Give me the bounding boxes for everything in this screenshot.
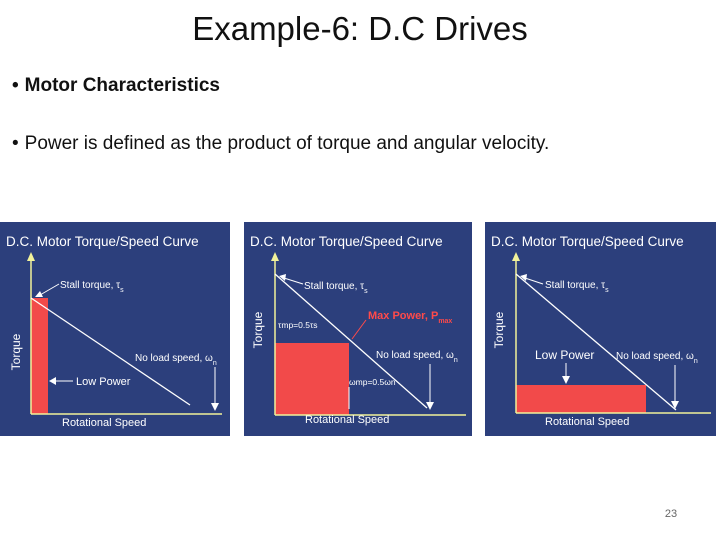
low-power-label: Low Power xyxy=(535,348,594,362)
panel-heading: D.C. Motor Torque/Speed Curve xyxy=(6,234,199,249)
noload-speed-label: No load speed, ωn xyxy=(616,351,698,365)
omega-mp-label: ωmp=0.5ωn xyxy=(349,377,396,387)
stall-arrowhead xyxy=(35,291,43,297)
y-axis-label: Torque xyxy=(9,333,23,370)
low-power-label: Low Power xyxy=(76,376,131,388)
stall-arrowhead xyxy=(279,274,286,281)
stall-torque-label: Stall torque, τs xyxy=(304,281,368,295)
x-axis-label: Rotational Speed xyxy=(305,414,389,426)
bullet-marker: • xyxy=(12,75,19,96)
stall-arrow-line xyxy=(524,277,544,285)
power-area xyxy=(516,385,646,413)
torque-speed-panel-low-speed: D.C. Motor Torque/Speed Curve Torque Rot… xyxy=(0,222,230,436)
panel-heading: D.C. Motor Torque/Speed Curve xyxy=(250,234,443,249)
torque-speed-line xyxy=(515,273,677,411)
max-power-label: Max Power, Pmax xyxy=(368,310,452,325)
torque-speed-panel-high-speed: D.C. Motor Torque/Speed Curve Torque Rot… xyxy=(485,222,716,436)
bullet-power-definition: • Power is defined as the product of torq… xyxy=(12,133,549,155)
stall-arrowhead xyxy=(520,274,527,281)
max-power-arrow-line xyxy=(351,319,367,340)
bullet-marker: • xyxy=(12,133,19,154)
low-power-arrowhead xyxy=(562,376,570,384)
noload-arrowhead xyxy=(426,402,434,410)
y-axis-arrowhead xyxy=(512,252,520,261)
bullet-text: Power is defined as the product of torqu… xyxy=(24,133,550,154)
torque-speed-panel-max-power: D.C. Motor Torque/Speed Curve Torque Rot… xyxy=(244,222,472,436)
y-axis-arrowhead xyxy=(27,252,35,261)
x-axis-label: Rotational Speed xyxy=(545,416,629,428)
torque-speed-line xyxy=(274,273,428,409)
panel-heading: D.C. Motor Torque/Speed Curve xyxy=(491,234,684,249)
noload-speed-label: No load speed, ωn xyxy=(135,353,217,367)
stall-arrow-line xyxy=(283,277,304,285)
bullet-text: Motor Characteristics xyxy=(24,75,220,96)
bullet-motor-characteristics: • Motor Characteristics xyxy=(12,75,220,97)
noload-speed-label: No load speed, ωn xyxy=(376,350,458,364)
torque-speed-line xyxy=(30,297,191,406)
stall-torque-label: Stall torque, τs xyxy=(545,280,609,294)
power-area xyxy=(275,343,349,415)
stall-torque-label: Stall torque, τs xyxy=(60,280,124,294)
noload-arrowhead xyxy=(211,403,219,411)
tau-mp-label: τmp=0.5τs xyxy=(278,320,318,330)
x-axis-label: Rotational Speed xyxy=(62,417,146,429)
power-area xyxy=(31,298,48,414)
slide-title: Example-6: D.C Drives xyxy=(192,10,528,47)
low-power-arrowhead xyxy=(49,377,56,385)
y-axis-label: Torque xyxy=(251,311,265,348)
y-axis-label: Torque xyxy=(492,311,506,348)
noload-arrowhead xyxy=(671,401,679,409)
stall-arrow-line xyxy=(39,283,60,296)
y-axis-arrowhead xyxy=(271,252,279,261)
page-number: 23 xyxy=(664,508,678,520)
